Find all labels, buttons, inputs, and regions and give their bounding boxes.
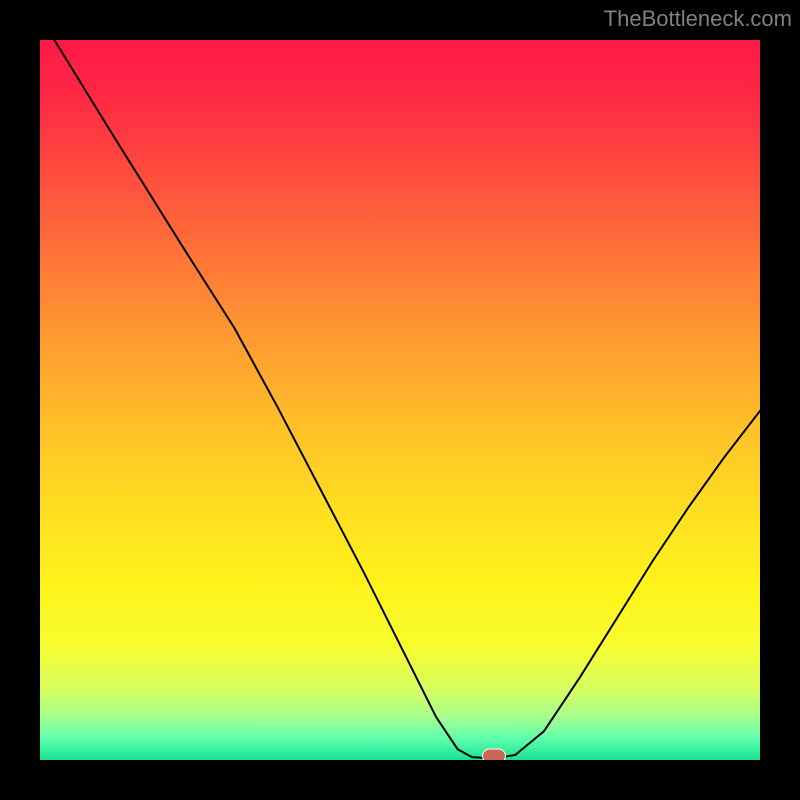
watermark-text: TheBottleneck.com [604,6,792,32]
plot-area [40,40,760,760]
curve-layer [40,40,760,760]
bottleneck-curve [54,40,760,759]
optimum-marker [482,748,506,760]
